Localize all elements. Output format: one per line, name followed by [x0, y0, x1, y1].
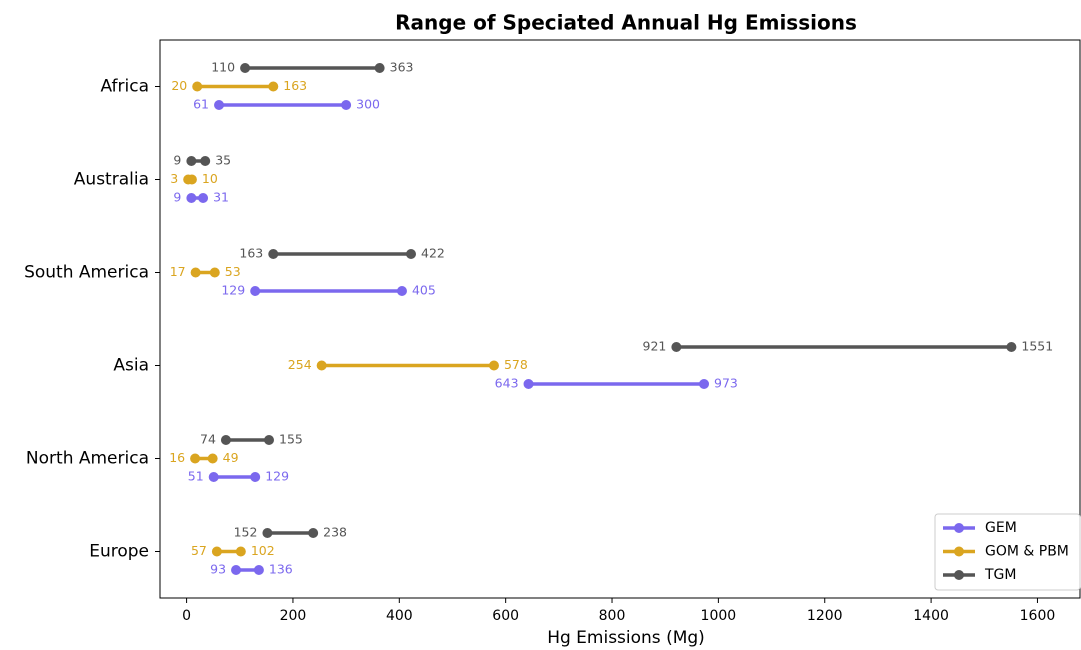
low-dot — [240, 63, 251, 73]
value-label: 9 — [173, 190, 181, 205]
legend-label: TGM — [984, 567, 1016, 583]
value-label: 57 — [191, 543, 207, 558]
x-tick-label: 0 — [182, 608, 191, 624]
value-label: 93 — [210, 562, 226, 577]
low-dot — [192, 81, 203, 92]
low-dot — [268, 249, 279, 259]
low-dot — [316, 360, 327, 371]
y-tick-label: North America — [26, 449, 149, 469]
x-tick-label: 1000 — [701, 608, 737, 624]
value-label: 405 — [412, 283, 436, 298]
x-tick-label: 200 — [280, 608, 307, 624]
high-dot — [699, 379, 710, 389]
y-tick-label: Australia — [74, 170, 149, 190]
value-label: 422 — [421, 246, 445, 261]
value-label: 578 — [504, 357, 528, 372]
high-dot — [235, 546, 246, 557]
low-dot — [250, 286, 261, 296]
high-dot — [406, 249, 417, 259]
low-dot — [231, 565, 242, 575]
low-dot — [208, 472, 219, 482]
value-label: 51 — [188, 469, 204, 484]
x-axis-label: Hg Emissions (Mg) — [547, 628, 705, 648]
high-dot — [186, 174, 197, 185]
low-dot — [190, 267, 201, 278]
high-dot — [207, 453, 218, 464]
low-dot — [523, 379, 534, 389]
value-label: 163 — [239, 246, 263, 261]
legend-label: GOM & PBM — [985, 544, 1069, 560]
value-label: 136 — [269, 562, 293, 577]
high-dot — [268, 81, 279, 92]
value-label: 61 — [193, 97, 209, 112]
y-tick-label: Europe — [89, 542, 149, 562]
value-label: 363 — [390, 60, 414, 75]
value-label: 1551 — [1021, 339, 1053, 354]
value-label: 17 — [170, 264, 186, 279]
value-label: 35 — [215, 153, 231, 168]
legend-dot — [954, 570, 964, 580]
low-dot — [186, 193, 197, 203]
low-dot — [190, 453, 201, 464]
value-label: 110 — [211, 60, 235, 75]
y-tick-label: South America — [24, 263, 149, 283]
high-dot — [209, 267, 220, 278]
value-label: 643 — [495, 376, 519, 391]
x-tick-label: 1600 — [1020, 608, 1056, 624]
high-dot — [308, 528, 319, 538]
low-dot — [262, 528, 273, 538]
low-dot — [186, 156, 197, 166]
value-label: 20 — [171, 78, 187, 93]
x-tick-label: 600 — [492, 608, 519, 624]
y-tick-label: Africa — [101, 77, 150, 97]
legend-box — [934, 513, 1081, 591]
high-dot — [374, 63, 385, 73]
high-dot — [250, 472, 261, 482]
value-label: 155 — [279, 432, 303, 447]
legend-label: GEM — [985, 520, 1017, 536]
high-dot — [396, 286, 407, 296]
legend-dot — [954, 546, 964, 557]
low-dot — [214, 100, 225, 110]
x-tick-label: 1400 — [913, 608, 949, 624]
high-dot — [341, 100, 352, 110]
value-label: 238 — [323, 525, 347, 540]
value-label: 921 — [643, 339, 667, 354]
value-label: 31 — [213, 190, 229, 205]
value-label: 74 — [200, 432, 216, 447]
legend-dot — [954, 523, 964, 533]
value-label: 163 — [283, 78, 307, 93]
value-label: 129 — [221, 283, 245, 298]
high-dot — [1006, 342, 1017, 352]
chart-title: Range of Speciated Annual Hg Emissions — [395, 11, 857, 35]
value-label: 53 — [225, 264, 241, 279]
x-tick-label: 1200 — [807, 608, 843, 624]
value-label: 3 — [170, 171, 178, 186]
plot-frame — [159, 39, 1081, 599]
value-label: 129 — [265, 469, 289, 484]
value-label: 152 — [234, 525, 258, 540]
low-dot — [671, 342, 682, 352]
high-dot — [488, 360, 499, 371]
high-dot — [264, 435, 275, 445]
value-label: 254 — [288, 357, 312, 372]
low-dot — [211, 546, 222, 557]
value-label: 973 — [714, 376, 738, 391]
high-dot — [198, 193, 209, 203]
x-tick-label: 800 — [599, 608, 626, 624]
value-label: 16 — [169, 450, 185, 465]
value-label: 10 — [202, 171, 218, 186]
high-dot — [253, 565, 264, 575]
x-tick-label: 400 — [386, 608, 413, 624]
value-label: 102 — [251, 543, 275, 558]
value-label: 9 — [173, 153, 181, 168]
low-dot — [220, 435, 231, 445]
value-label: 49 — [223, 450, 239, 465]
high-dot — [200, 156, 211, 166]
y-tick-label: Asia — [113, 356, 149, 376]
value-label: 300 — [356, 97, 380, 112]
